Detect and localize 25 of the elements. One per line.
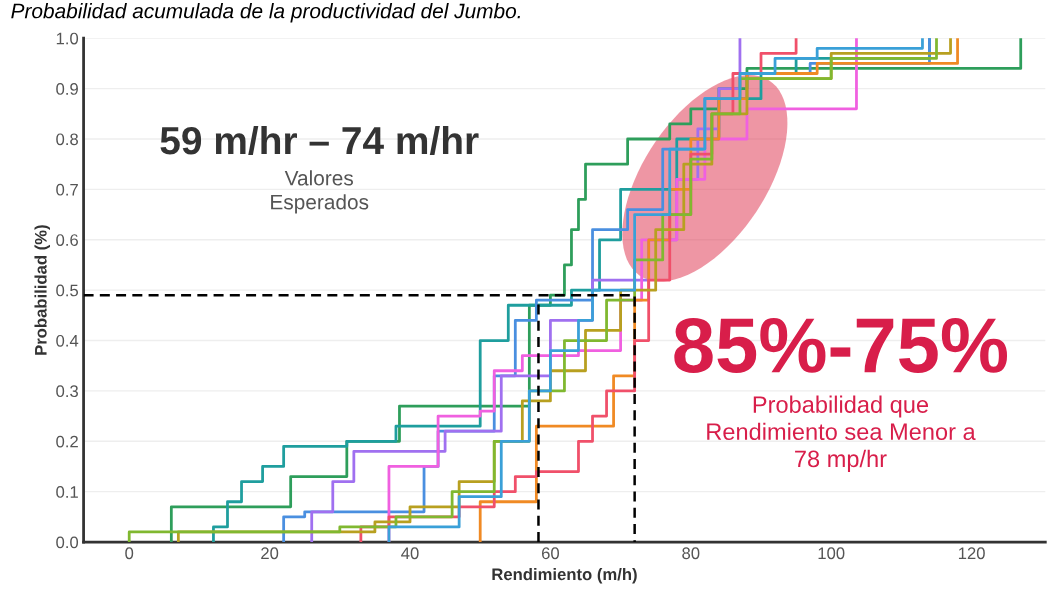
y-tick-label: 0.1: [56, 486, 78, 498]
x-tick-label: 80: [682, 547, 700, 560]
x-tick-label: 20: [261, 547, 279, 560]
y-tick-label: 0.6: [56, 234, 78, 246]
annotation: Valores Esperados: [271, 170, 369, 214]
x-tick-label: 100: [818, 547, 845, 560]
chart-title: Probabilidad acumulada de la productividad del Jumbo.: [11, 3, 520, 23]
annotation: 59 m/hr – 74 m/hr: [160, 125, 479, 155]
x-tick-label: 0: [125, 547, 134, 560]
annotation: Probabilidad que Rendimiento sea Menor a 78 mp/hr: [707, 395, 976, 472]
y-tick-label: 0.8: [56, 133, 78, 146]
y-tick-label: 0.4: [56, 334, 79, 347]
annotation: 85%-75%: [674, 317, 1008, 373]
x-tick-label: 40: [401, 547, 419, 560]
y-tick-label: 0.9: [56, 83, 78, 95]
x-tick-label: 120: [958, 547, 985, 560]
y-tick-label: 0.0: [56, 536, 79, 549]
y-tick-label: 0.3: [56, 385, 78, 398]
y-axis-title: Probabilidad (%): [34, 225, 50, 355]
y-tick-label: 1.0: [56, 32, 79, 45]
x-tick-label: 60: [541, 547, 560, 560]
x-axis-title: Rendimiento (m/h): [492, 568, 637, 584]
y-tick-label: 0.2: [56, 435, 78, 448]
y-tick-label: 0.5: [56, 284, 79, 297]
y-tick-label: 0.7: [56, 183, 78, 196]
